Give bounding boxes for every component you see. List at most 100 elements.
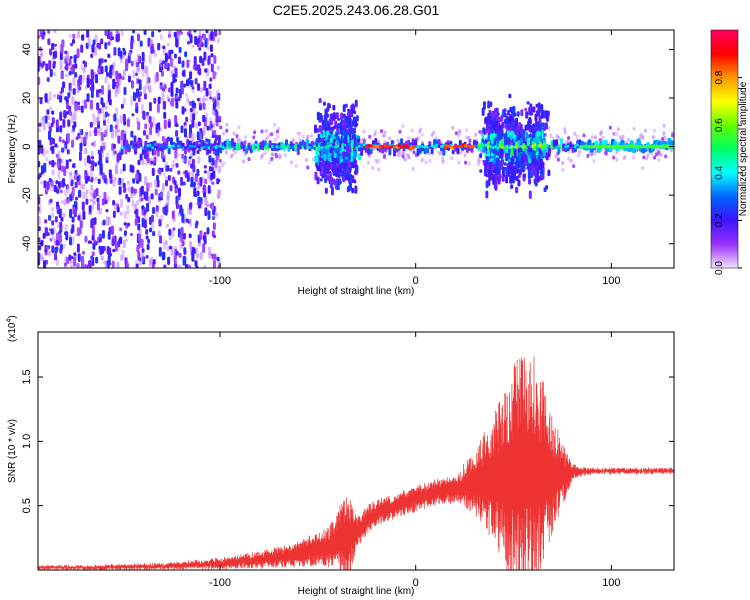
spectrogram-cell	[42, 260, 46, 268]
spectrogram-cell	[77, 262, 81, 268]
spectrogram-cell	[160, 214, 164, 221]
spectrogram-cell	[168, 228, 172, 236]
spectrogram-cell	[169, 185, 173, 192]
spectrogram-cell	[618, 145, 624, 149]
spectrogram-cell	[334, 133, 338, 138]
spectrogram-cell	[166, 165, 170, 172]
spectrogram-cell	[231, 144, 235, 148]
spectrogram-cell	[66, 132, 70, 143]
spectrogram-cell	[437, 138, 441, 147]
spectrogram-cell	[159, 85, 163, 90]
spectrogram-cell	[196, 177, 200, 186]
spectrogram-cell	[490, 157, 494, 162]
spectrogram-cell	[308, 146, 312, 150]
spectrogram-cell	[205, 97, 209, 102]
spectrogram-cell	[107, 231, 111, 240]
spectrogram-cell	[40, 144, 44, 154]
spectrogram-cell	[203, 192, 207, 198]
spectrogram-cell	[479, 144, 483, 148]
spectrogram-cell	[113, 47, 117, 56]
spectrogram-cell	[334, 167, 338, 173]
spectrogram-cell	[44, 115, 48, 124]
spectrogram-cell	[326, 168, 330, 175]
spectrogram-cell	[105, 100, 109, 105]
spectrogram-cell	[66, 185, 70, 194]
spectrogram-cell	[44, 219, 48, 224]
spectrogram-cell	[50, 228, 54, 235]
spectrogram-cell	[310, 146, 314, 150]
spectrogram-cell	[164, 240, 168, 246]
spectrogram-cell	[371, 166, 375, 171]
spectrogram-cell	[207, 146, 211, 150]
spectrogram-cell	[104, 65, 108, 73]
spectrogram-cell	[296, 147, 300, 156]
spectrogram-cell	[47, 30, 51, 34]
spectrogram-cell	[185, 263, 189, 268]
spectrogram-cell	[536, 144, 540, 148]
spectrogram-cell	[524, 146, 528, 150]
spectrogram-cell	[419, 127, 423, 132]
spectrogram-cell	[652, 128, 656, 133]
spectrogram-cell	[48, 126, 52, 133]
spectrogram-cell	[65, 101, 69, 109]
spectrogram-cell	[182, 181, 186, 186]
spectrogram-cell	[383, 140, 387, 145]
snr-y-tick-label: 1.5	[21, 369, 33, 384]
spectrogram-cell	[562, 144, 566, 148]
spectrogram-cell	[355, 146, 359, 150]
spectrogram-cell	[74, 173, 78, 178]
spectrogram-cell	[283, 153, 287, 158]
spectrogram-cell	[336, 157, 340, 165]
spectrogram-cell	[327, 103, 331, 109]
spectrogram-cell	[662, 123, 666, 128]
spectrogram-cell	[510, 147, 514, 156]
spectrogram-cell	[216, 89, 220, 98]
spectrogram-cell	[48, 91, 52, 101]
spectrogram-cell	[67, 92, 71, 98]
spectrogram-cell	[75, 136, 79, 141]
spectrogram-cell	[203, 80, 207, 91]
spectrogram-cell	[594, 135, 598, 140]
spectrogram-cell	[76, 48, 80, 59]
spectrogram-cell	[285, 145, 289, 149]
spectrogram-cell	[169, 137, 173, 146]
spectrogram-cell	[367, 147, 371, 156]
spectrogram-cell	[238, 144, 242, 148]
spectrogram-cell	[72, 163, 76, 169]
spectrogram-cell	[526, 143, 530, 147]
spectrogram-cell	[170, 81, 174, 92]
spectrogram-cell	[70, 228, 74, 234]
spectrogram-frame	[37, 29, 675, 269]
spectrogram-cell	[119, 169, 123, 174]
spectrogram-cell	[484, 143, 488, 147]
spectrogram-cell	[256, 146, 260, 150]
spectrogram-cell	[141, 205, 145, 210]
spectrogram-cell	[76, 31, 80, 39]
spectrogram-cell	[184, 170, 188, 179]
spectrogram-cell	[40, 181, 44, 185]
spectrogram-cell	[167, 146, 171, 155]
spectrogram-cell	[221, 131, 225, 136]
spectrogram-cell	[112, 248, 116, 253]
spectrogram-cell	[89, 169, 93, 178]
spectrogram-cell	[106, 72, 110, 77]
spectrogram-cell	[606, 145, 612, 149]
spectrogram-cell	[401, 124, 405, 129]
spectrogram-cell	[179, 144, 183, 148]
spectrogram-cell	[603, 145, 609, 149]
spectrogram-cell	[210, 30, 214, 40]
spectrogram-cell	[104, 76, 108, 84]
spectrogram-cell	[638, 145, 644, 149]
spectrogram-cell	[146, 202, 150, 212]
spectrogram-cell	[583, 145, 589, 149]
spectrogram-cell	[318, 125, 322, 133]
spectrogram-cell	[168, 49, 172, 59]
spectrogram-cell	[87, 37, 91, 46]
colorbar-gradient	[710, 29, 739, 269]
spectrogram-cell	[181, 240, 185, 247]
spectrogram-cell	[110, 225, 114, 235]
spectrogram-cell	[72, 88, 76, 95]
spectrogram-cell	[100, 97, 104, 105]
spectrogram-cell	[120, 146, 124, 150]
spectrogram-cell	[74, 63, 78, 69]
